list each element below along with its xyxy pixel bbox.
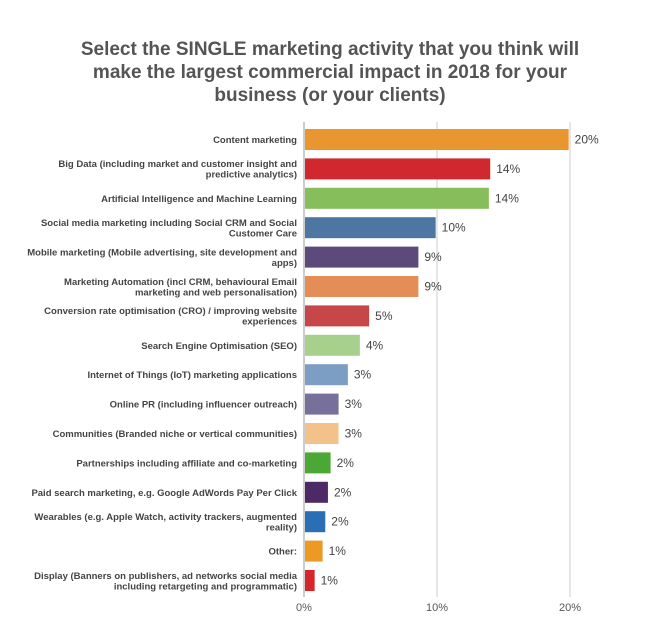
category-label: Internet of Things (IoT) marketing appli… [87, 370, 297, 381]
category-label: Wearables (e.g. Apple Watch, activity tr… [34, 512, 297, 534]
bar [305, 305, 370, 327]
data-label: 14% [495, 191, 519, 205]
data-label: 9% [424, 280, 442, 294]
bar [305, 481, 328, 503]
data-label: 14% [496, 162, 520, 176]
data-label: 1% [321, 574, 339, 588]
category-label: Display (Banners on publishers, ad netwo… [34, 571, 298, 593]
bar [305, 570, 315, 591]
bar [305, 276, 419, 297]
chart-title: Select the SINGLE marketing activity tha… [80, 39, 580, 106]
bar [305, 364, 348, 386]
data-label: 2% [331, 515, 349, 529]
category-label: Big Data (including market and customer … [58, 159, 297, 181]
data-label: 20% [575, 133, 599, 147]
category-label: Conversion rate optimisation (CRO) / imp… [44, 306, 297, 328]
category-label: Other: [269, 547, 298, 558]
category-label: Search Engine Optimisation (SEO) [141, 341, 297, 352]
category-label: Partnerships including affiliate and co-… [76, 458, 297, 469]
data-label: 9% [424, 250, 442, 264]
bar [305, 511, 326, 533]
bar [305, 246, 419, 268]
data-label: 4% [366, 338, 384, 352]
category-label: Social media marketing including Social … [41, 218, 297, 240]
category-label: Paid search marketing, e.g. Google AdWor… [31, 488, 297, 499]
bar [305, 540, 323, 562]
data-label: 2% [337, 456, 355, 470]
data-label: 2% [334, 485, 352, 499]
data-label: 3% [354, 368, 372, 382]
data-label: 1% [329, 544, 347, 558]
category-label: Content marketing [213, 135, 297, 146]
bar [305, 423, 339, 444]
bar [305, 452, 331, 474]
category-label: Artificial Intelligence and Machine Lear… [101, 194, 297, 205]
bar [305, 158, 491, 180]
category-label: Communities (Branded niche or vertical c… [53, 429, 297, 440]
x-tick-label: 20% [559, 602, 581, 614]
x-tick-label: 10% [426, 602, 448, 614]
bar [305, 334, 360, 356]
category-label: Mobile marketing (Mobile advertising, si… [27, 247, 297, 269]
data-label: 5% [375, 309, 393, 323]
category-label: Online PR (including influencer outreach… [110, 400, 297, 411]
bar [305, 217, 436, 239]
category-label: Marketing Automation (incl CRM, behaviou… [64, 277, 297, 299]
x-tick-label: 0% [296, 602, 312, 614]
bar [305, 393, 339, 415]
data-label: 3% [345, 397, 363, 411]
bar [305, 129, 569, 150]
bar [305, 187, 489, 209]
data-label: 3% [345, 427, 363, 441]
data-label: 10% [442, 221, 466, 235]
